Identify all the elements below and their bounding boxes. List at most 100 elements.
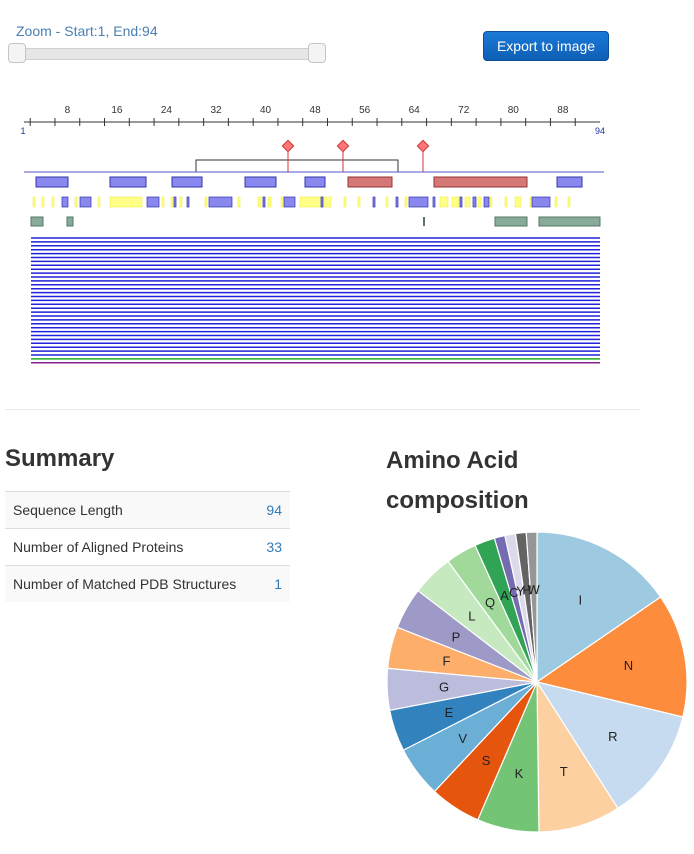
helix-mark	[554, 196, 558, 208]
helix-mark	[343, 196, 347, 208]
disulfide-bonds	[195, 159, 399, 172]
pie-slice	[536, 531, 662, 684]
axis-tick-label: 24	[161, 105, 173, 116]
axis-tick-label: 16	[111, 105, 123, 116]
pie-slice-label: W	[528, 582, 541, 597]
pie-slice-label: C	[509, 585, 518, 600]
strand-mark	[372, 196, 376, 208]
amino-acid-title: Amino Acid composition	[386, 447, 529, 514]
strand-mark	[173, 196, 177, 208]
pie-slice	[535, 681, 684, 810]
variant-markers	[281, 139, 430, 172]
axis-tick-label: 88	[557, 105, 569, 116]
pie-slice-label: N	[624, 658, 633, 673]
row-value-link[interactable]: 33	[256, 528, 290, 566]
variant-diamond	[336, 139, 350, 153]
pie-slice-label: A	[500, 588, 509, 603]
pie-slice-label: L	[468, 609, 475, 624]
pie-slice-label: F	[443, 654, 451, 669]
strand-mark	[472, 196, 477, 208]
variant-diamond	[281, 139, 295, 153]
axis-tick-label: 72	[458, 105, 470, 116]
pie-slice-label: V	[458, 731, 467, 746]
helix-mark	[280, 196, 284, 208]
row-value-link[interactable]: 94	[256, 491, 290, 529]
pie-slice-label: H	[522, 583, 531, 598]
strand-mark	[408, 196, 429, 208]
secondary-structure-track	[32, 196, 571, 208]
pie-slice-label: T	[560, 764, 568, 779]
axis-tick-label: 32	[210, 105, 222, 116]
section-divider	[5, 409, 640, 410]
pie-slice	[536, 679, 619, 833]
axis-tick-label: 40	[260, 105, 272, 116]
slider-handle-start[interactable]	[8, 43, 26, 63]
helix-mark	[567, 196, 571, 208]
helix-mark	[170, 196, 174, 208]
bond-bracket	[195, 159, 399, 172]
strand-mark	[79, 196, 92, 208]
pie-slice-label: Y	[516, 584, 525, 599]
zoom-label: Zoom - Start:1, End:94	[16, 23, 158, 39]
row-label: Number of Aligned Proteins	[5, 528, 257, 566]
helix-mark	[257, 196, 262, 208]
pie-slice-label: K	[515, 766, 524, 781]
summary-table: Sequence Length 94 Number of Aligned Pro…	[5, 491, 290, 602]
strand-mark	[483, 196, 490, 208]
axis-end-label: 94	[595, 126, 605, 136]
pie-slice-label: S	[482, 753, 491, 768]
helix-mark	[464, 196, 471, 208]
export-to-image-button[interactable]: Export to image	[483, 31, 609, 61]
axis-tick-label: 80	[508, 105, 520, 116]
strand-mark	[186, 196, 190, 208]
axis-tick-label: 64	[409, 105, 421, 116]
helix-mark	[439, 196, 449, 208]
pie-slice-label: R	[608, 729, 617, 744]
helix-mark	[204, 196, 208, 208]
helix-mark	[51, 196, 55, 208]
slider-handle-end[interactable]	[308, 43, 326, 63]
pie-slice-label: E	[445, 705, 454, 720]
helix-mark	[489, 196, 493, 208]
strand-mark	[146, 196, 160, 208]
pie-slice-label: G	[439, 680, 449, 695]
strand-mark	[320, 196, 324, 208]
sequence-feature-viewer[interactable]: 8 16 24 32 40 48 56 64 72 80 88 1 94	[0, 95, 620, 375]
strand-mark	[459, 196, 463, 208]
region-track	[30, 216, 601, 227]
strand-mark	[531, 196, 551, 208]
helix-mark	[477, 196, 482, 208]
pie-slice-label: I	[578, 593, 582, 608]
strand-mark	[208, 196, 233, 208]
helix-mark	[299, 196, 332, 208]
axis-tick-label: 8	[65, 105, 71, 116]
pie-slice-label: P	[452, 629, 461, 644]
helix-mark	[357, 196, 361, 208]
summary-title: Summary	[5, 445, 115, 472]
pie-slice	[535, 596, 688, 718]
axis-start-label: 1	[20, 126, 25, 136]
axis-tick-label: 48	[310, 105, 322, 116]
row-value-link[interactable]: 1	[256, 565, 290, 602]
helix-mark	[109, 196, 143, 208]
helix-mark	[161, 196, 165, 208]
row-label: Number of Matched PDB Structures	[5, 565, 257, 602]
helix-mark	[385, 196, 389, 208]
strand-mark	[61, 196, 69, 208]
helix-mark	[41, 196, 45, 208]
helix-mark	[404, 196, 408, 208]
pie-slice	[525, 531, 538, 683]
strand-mark	[283, 196, 296, 208]
zoom-slider[interactable]	[8, 43, 328, 63]
strand-mark	[395, 196, 399, 208]
helix-mark	[451, 196, 460, 208]
strand-mark	[262, 196, 266, 208]
helix-mark	[32, 196, 36, 208]
table-row: Sequence Length 94	[5, 491, 290, 529]
variant-diamond	[416, 139, 430, 153]
slider-track[interactable]	[18, 48, 318, 60]
helix-mark	[237, 196, 241, 208]
helix-mark	[504, 196, 508, 208]
table-row: Number of Aligned Proteins 33	[5, 528, 290, 566]
